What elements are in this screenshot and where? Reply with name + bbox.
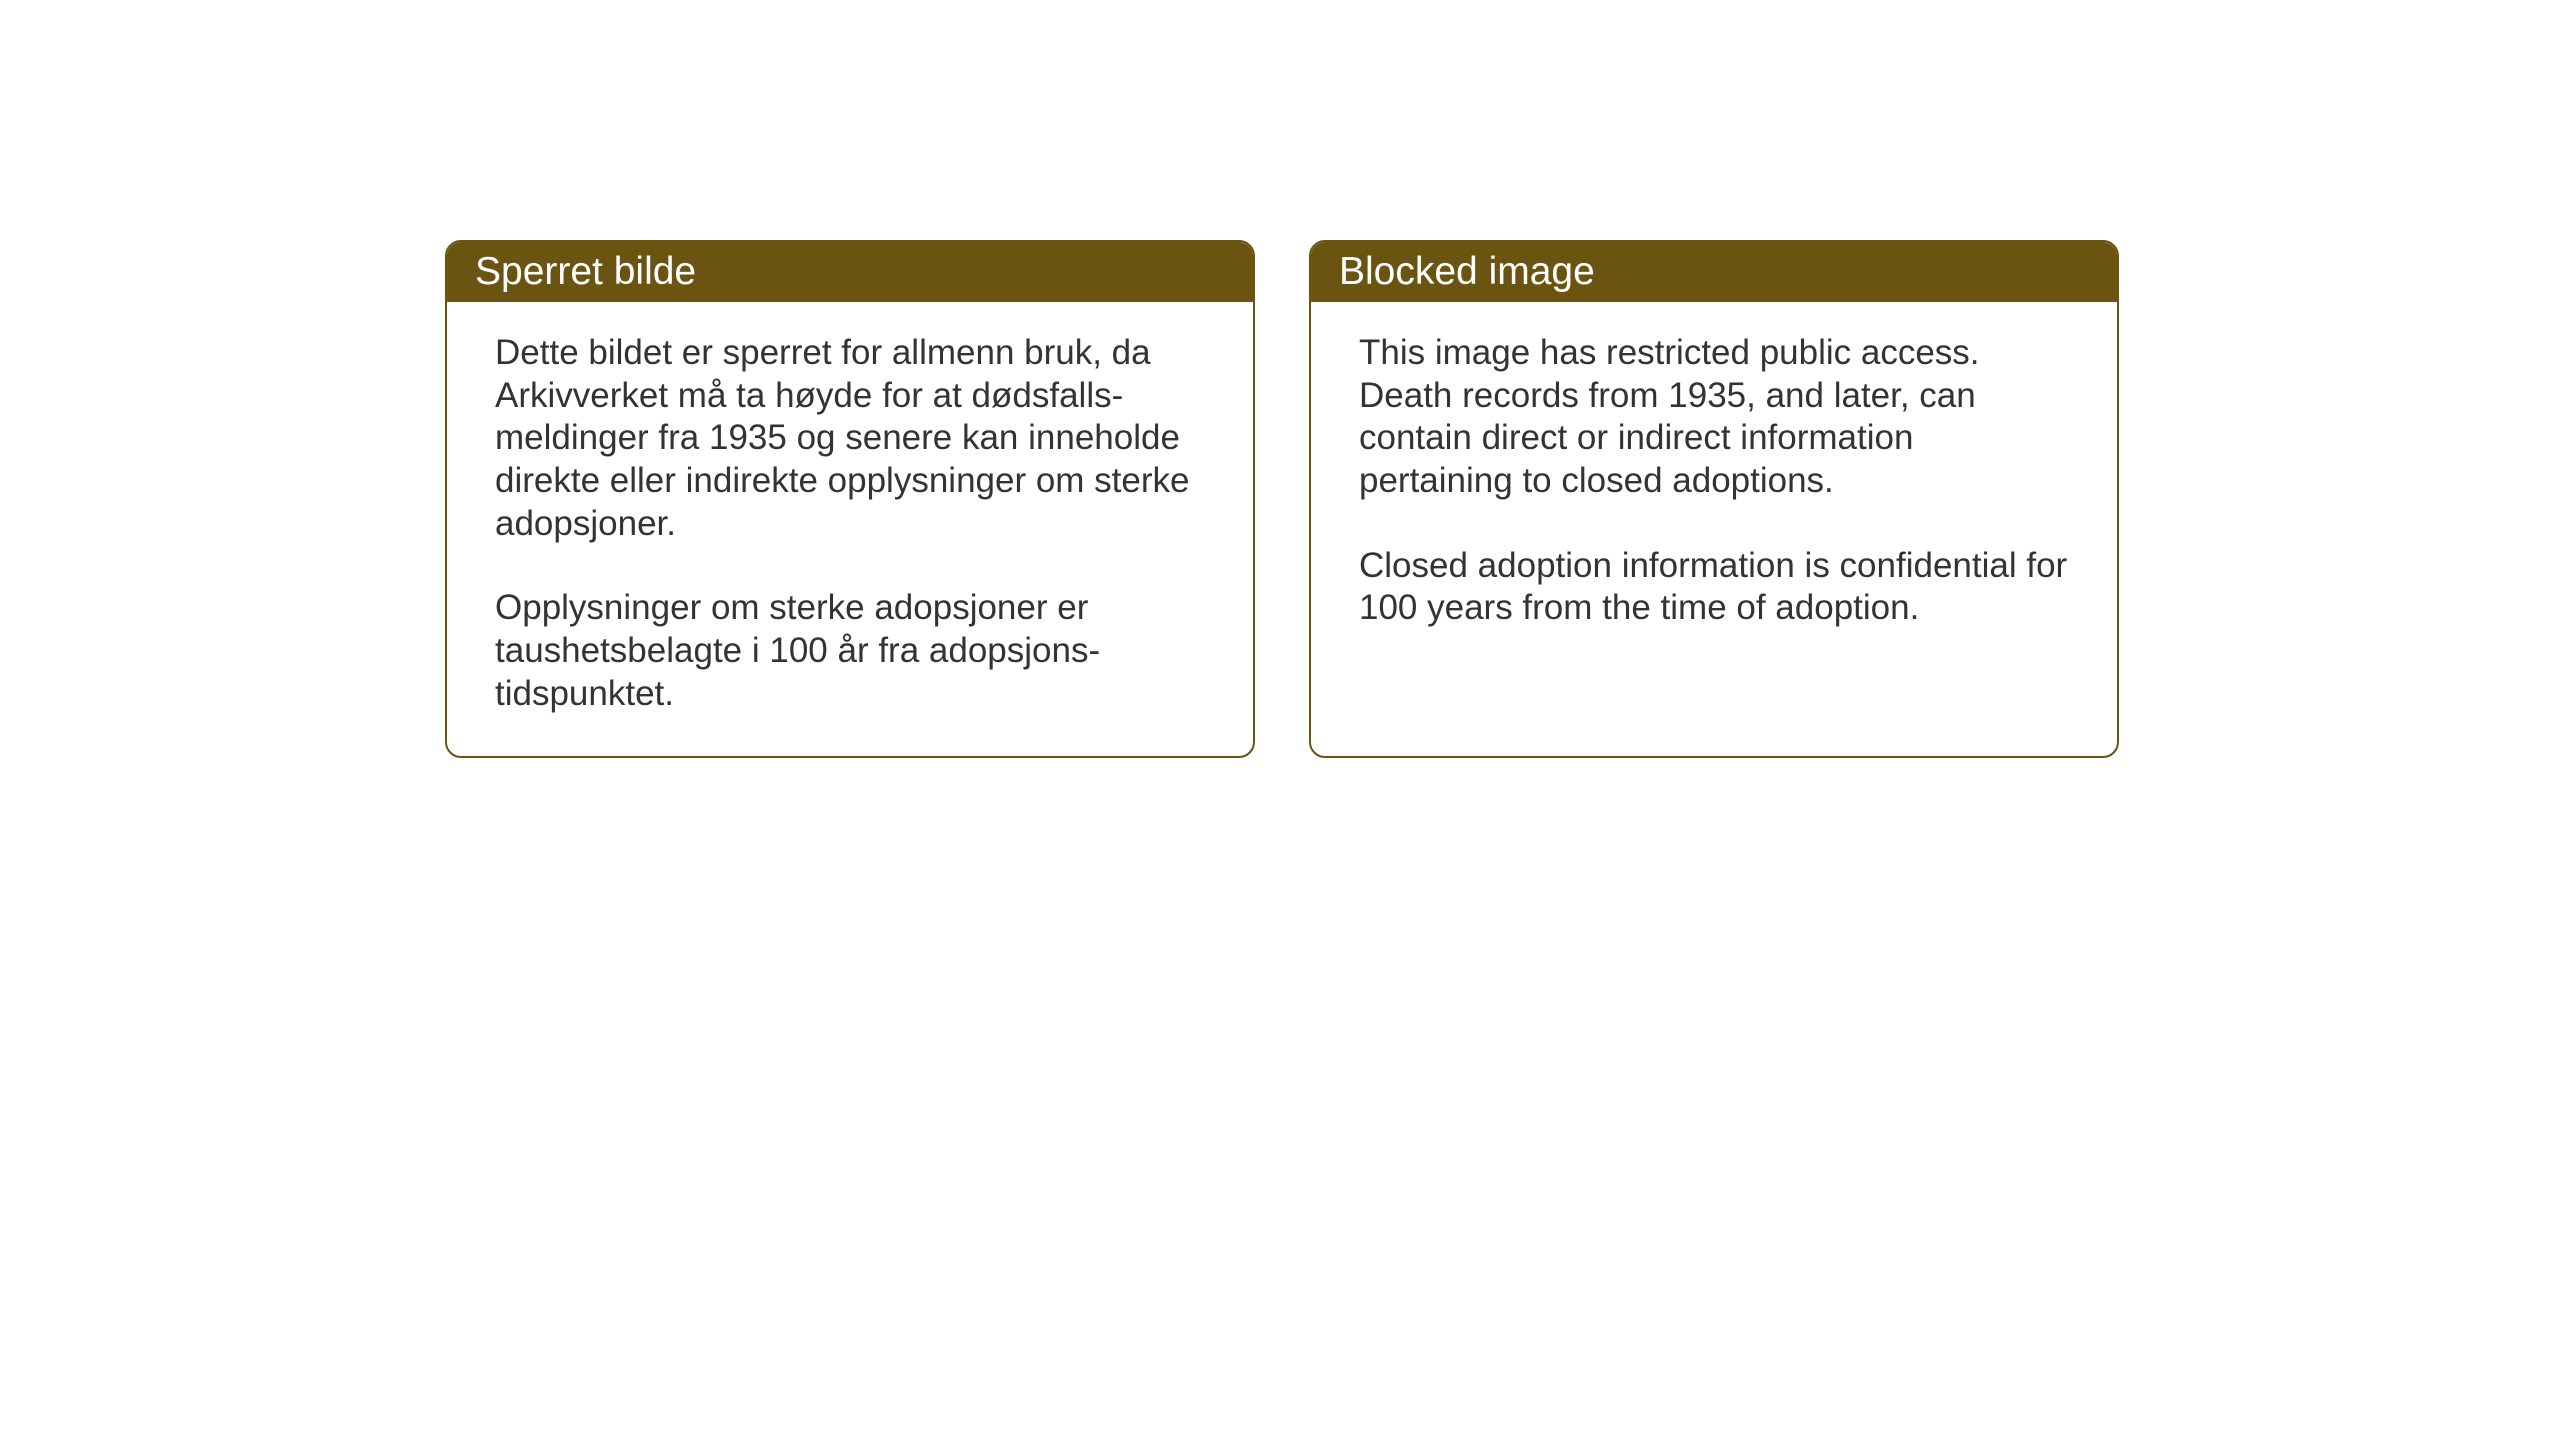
notice-card-norwegian: Sperret bilde Dette bildet er sperret fo… <box>445 240 1255 758</box>
card-title-english: Blocked image <box>1339 250 1595 293</box>
card-body-norwegian: Dette bildet er sperret for allmenn bruk… <box>447 302 1253 756</box>
card-header-norwegian: Sperret bilde <box>447 242 1253 302</box>
card-paragraph2-english: Closed adoption information is confident… <box>1359 545 2069 630</box>
card-paragraph1-norwegian: Dette bildet er sperret for allmenn bruk… <box>495 332 1205 545</box>
card-body-english: This image has restricted public access.… <box>1311 302 2117 670</box>
card-title-norwegian: Sperret bilde <box>475 250 696 293</box>
card-paragraph2-norwegian: Opplysninger om sterke adopsjoner er tau… <box>495 587 1205 715</box>
notice-card-english: Blocked image This image has restricted … <box>1309 240 2119 758</box>
card-header-english: Blocked image <box>1311 242 2117 302</box>
notice-container: Sperret bilde Dette bildet er sperret fo… <box>445 240 2119 758</box>
card-paragraph1-english: This image has restricted public access.… <box>1359 332 2069 503</box>
